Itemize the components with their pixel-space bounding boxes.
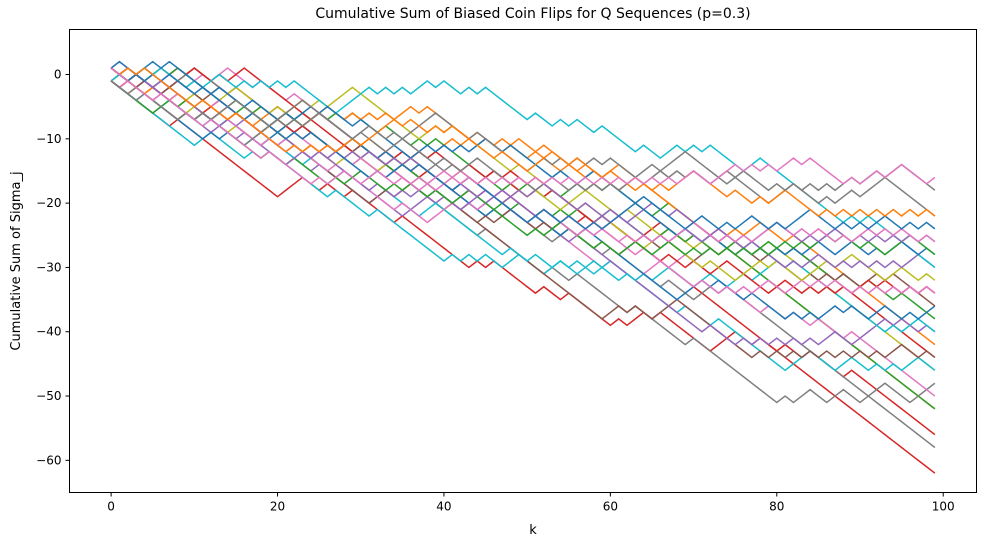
x-axis-label: k (529, 523, 537, 538)
x-axis-ticks: 0 20 40 60 80 100 (107, 492, 955, 514)
y-axis-ticks: 0 −10 −20 −30 −40 −50 −60 (36, 68, 70, 467)
y-tick-label: −60 (36, 453, 61, 467)
series-line (110, 79, 936, 410)
series-line (110, 79, 936, 243)
series-line (110, 67, 936, 474)
x-tick-label: 100 (932, 500, 955, 514)
x-tick-label: 60 (603, 500, 618, 514)
chart-title: Cumulative Sum of Biased Coin Flips for … (315, 6, 750, 22)
y-tick-label: −40 (36, 325, 61, 339)
plot-area (69, 29, 977, 493)
x-tick-label: 20 (270, 500, 285, 514)
series-group (110, 60, 936, 474)
y-tick-label: −30 (36, 260, 61, 274)
y-tick-label: −50 (36, 389, 61, 403)
series-line (110, 80, 936, 192)
series-line (110, 67, 936, 230)
series-line (110, 73, 936, 404)
series-line (110, 67, 936, 410)
x-tick-label: 80 (769, 500, 784, 514)
y-tick-label: −10 (36, 132, 61, 146)
y-tick-label: −20 (36, 196, 61, 210)
series-line (110, 80, 936, 346)
y-axis-label: Cumulative Sum of Sigma_j (9, 171, 24, 350)
series-line (110, 67, 936, 217)
x-tick-label: 0 (107, 500, 115, 514)
series-line (110, 60, 936, 256)
y-tick-label: 0 (54, 68, 62, 82)
series-line (110, 67, 936, 185)
axes-frame (69, 29, 977, 493)
x-tick-label: 40 (436, 500, 451, 514)
